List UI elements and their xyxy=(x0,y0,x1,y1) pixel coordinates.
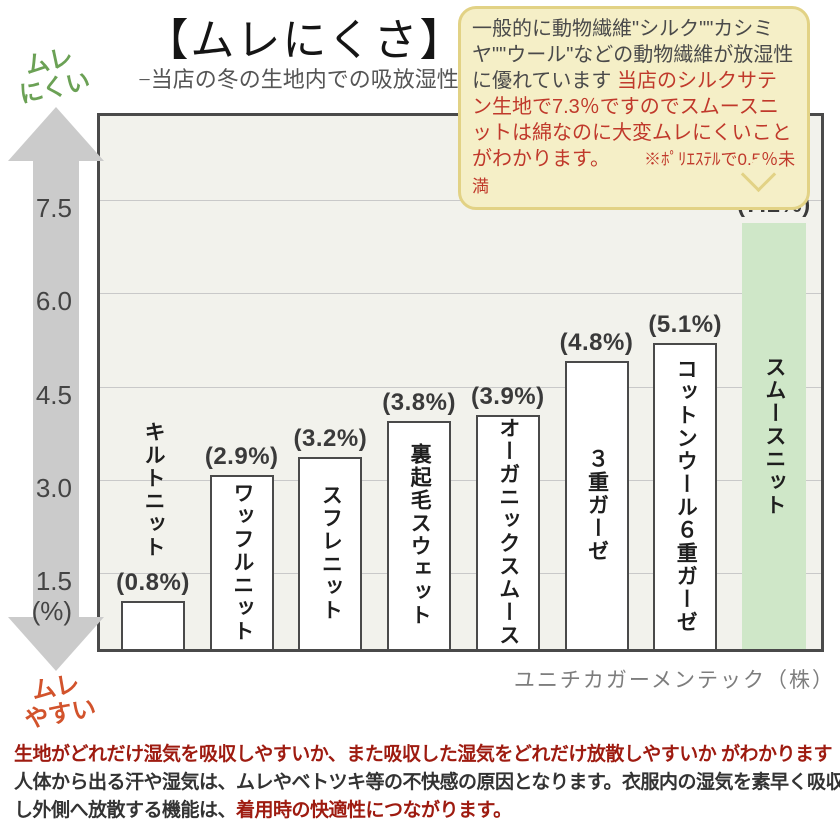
bubble-text-dark: 一般的に動物繊維"シルク""カシミヤ""ウール"などの動物繊維が放湿性に優れてい… xyxy=(472,18,794,92)
footer-line-1: 生地がどれだけ湿気を吸収しやすいか、また吸収した湿気をどれだけ放散しやすいか が… xyxy=(14,744,833,765)
bar-2 xyxy=(209,475,274,649)
bubble-text-red: 当店のシルクサテン生地で7.3％ですのでスムースニットは綿なのに大変ムレにくいこ… xyxy=(472,70,792,170)
bar-category-label: スムースニット xyxy=(762,355,786,517)
bar-category-label: ワッフルニット xyxy=(230,481,254,643)
gridline xyxy=(100,386,821,388)
bar-6 xyxy=(564,361,629,649)
bar-value-label: (2.9%) xyxy=(204,443,279,470)
bar-category-label: 裏起毛スウェット xyxy=(408,443,432,627)
bar-value-label: (3.9%) xyxy=(470,383,545,410)
y-tick-label: 1.5 xyxy=(35,566,72,597)
bar-value-label: (5.1%) xyxy=(648,311,723,338)
y-tick-label: 4.5 xyxy=(35,379,72,410)
bar-category-label: ３重ガーゼ xyxy=(585,447,609,563)
bar-value-label: (3.2%) xyxy=(293,425,368,452)
bar-8 xyxy=(741,223,806,649)
bar-value-label: (3.8%) xyxy=(382,389,456,416)
axis-top-label: ムレ にくい xyxy=(17,43,93,109)
axis-bottom-label: ムレ やすい xyxy=(22,670,99,734)
double-arrow-icon xyxy=(8,107,104,671)
bar-category-label: コットンウール６重ガーゼ xyxy=(674,358,698,634)
annotation-bubble: 一般的に動物繊維"シルク""カシミヤ""ウール"などの動物繊維が放湿性に優れてい… xyxy=(458,6,810,210)
y-tick-label: 3.0 xyxy=(35,472,72,503)
gridline xyxy=(100,293,821,295)
bar-1 xyxy=(121,601,185,649)
source-caption: ユニチカガーメンテック（株） xyxy=(513,668,835,692)
bar-value-label: (0.8%) xyxy=(116,569,190,596)
page-title: 【ムレにくさ】 xyxy=(144,16,466,65)
gridline xyxy=(100,479,821,481)
y-axis-unit: (%) xyxy=(31,596,72,626)
footer-line-2: 人体から出る汗や湿気は、ムレやベトツキ等の不快感の原因となります。衣服内の湿気を… xyxy=(14,772,840,793)
bar-category-label: キルトニット xyxy=(142,421,165,559)
plot-inner: (0.8%) キルトニット (2.9%) ワッフルニット (3.2%) スフレニット (3.… xyxy=(100,116,821,649)
bar-5 xyxy=(475,415,540,649)
bar-category-label: オーガニックスムース xyxy=(496,417,520,647)
footer-text: 生地がどれだけ湿気を吸収しやすいか、また吸収した湿気をどれだけ放散しやすいか が… xyxy=(14,741,840,825)
y-tick-label: 6.0 xyxy=(35,286,72,317)
y-tick-label: 7.5 xyxy=(35,193,72,223)
bar-7 xyxy=(653,343,718,649)
bar-category-label: スフレニット xyxy=(319,484,343,622)
bar-4 xyxy=(387,421,452,649)
bar-3 xyxy=(298,457,363,649)
gridline xyxy=(100,573,821,575)
footer-line-3: し外側へ放散する機能は、着用時の快適性につながります。 xyxy=(14,800,512,821)
page-subtitle: −当店の冬の生地内での吸放湿性 - xyxy=(138,67,472,92)
bar-value-label: (4.8%) xyxy=(559,329,634,356)
